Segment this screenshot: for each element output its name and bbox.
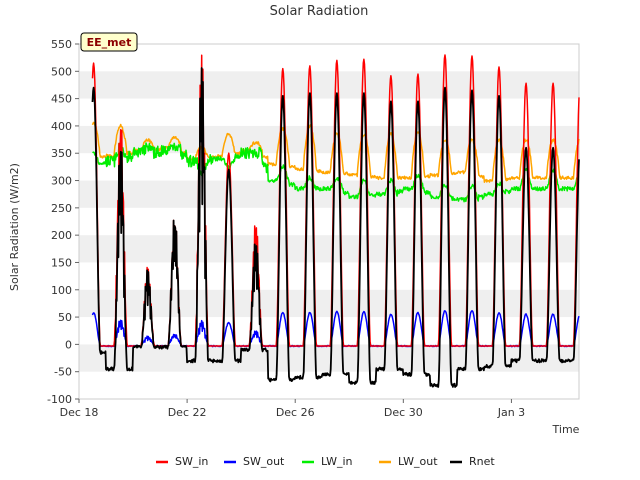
grid-band [79,289,579,318]
y-axis: -100 -50 0 50 100 150 200 250 300 350 400 450 500 550 [47,38,79,406]
plot-frame [78,43,580,400]
x-axis-title: Time [552,423,580,436]
y-tick-label: 250 [51,202,72,215]
x-tick-label: Dec 30 [384,406,423,419]
y-tick-label: 50 [58,311,72,324]
station-badge-box [80,32,138,52]
legend: SW_in SW_out LW_in LW_out Rnet [156,455,495,468]
x-tick-label: Dec 22 [168,406,207,419]
legend-label: Rnet [469,455,495,468]
series-line-sw-out [91,310,580,348]
y-tick-label: 300 [51,175,72,188]
legend-item-rnet: Rnet [450,455,495,468]
y-tick-label: 400 [51,120,72,133]
y-tick-label: 150 [51,256,72,269]
series-lines [91,54,580,388]
chart-title: Solar Radiation [270,4,369,19]
y-tick-label: 550 [51,38,72,51]
station-badge-text: EE_met [87,36,132,49]
y-tick-label: 350 [51,147,72,160]
legend-item-lw-in: LW_in [302,455,353,468]
y-axis-title: Solar Radiation (W/m2) [8,163,21,291]
grid-band [79,71,579,99]
x-tick-label: Jan 3 [497,406,525,419]
series-line-lw-in [92,142,580,203]
x-tick-label: Dec 26 [276,406,315,419]
legend-label: SW_in [175,455,208,468]
station-badge: EE_met [80,32,138,52]
grid-band [79,180,579,208]
y-tick-label: 450 [51,93,72,106]
y-tick-label: 500 [51,65,72,78]
y-tick-label: 100 [51,284,72,297]
legend-item-lw-out: LW_out [379,455,438,468]
y-tick-label: 0 [65,338,72,351]
legend-label: LW_out [398,455,438,468]
y-tick-label: -50 [54,366,72,379]
y-tick-label: 200 [51,229,72,242]
y-tick-label: -100 [47,393,72,406]
legend-item-sw-in: SW_in [156,455,208,468]
legend-label: LW_in [321,455,353,468]
series-line-rnet [91,67,580,388]
legend-item-sw-out: SW_out [224,455,285,468]
x-tick-label: Dec 18 [60,406,99,419]
x-axis: Dec 18 Dec 22 Dec 26 Dec 30 Jan 3 [60,399,525,419]
legend-label: SW_out [243,455,285,468]
